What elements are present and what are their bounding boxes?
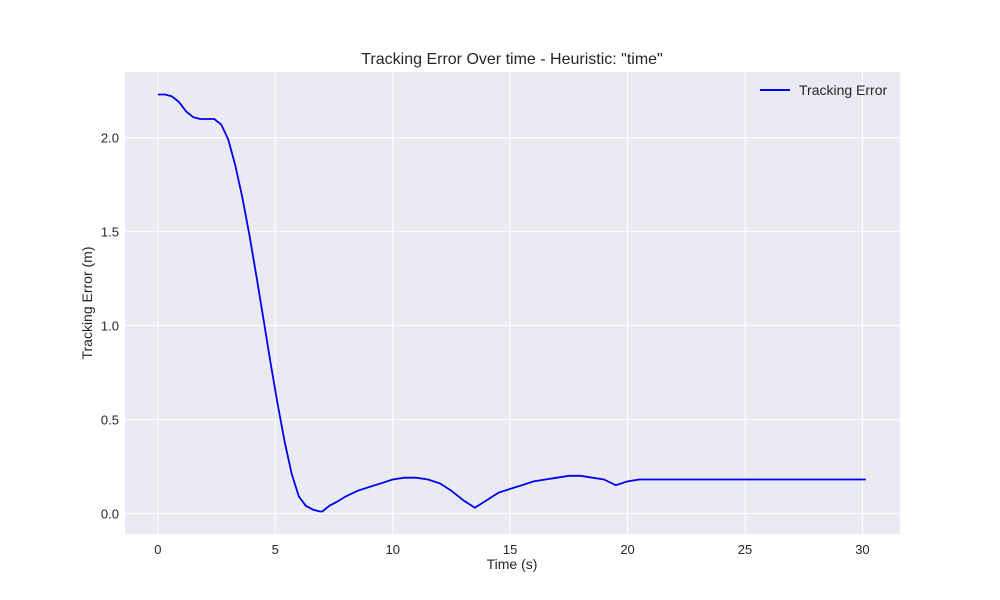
x-tick-label: 5 (272, 542, 279, 557)
x-tick-label: 20 (620, 542, 634, 557)
legend: Tracking Error (760, 82, 888, 98)
y-tick-label: 1.5 (101, 225, 119, 240)
y-tick-labels: 0.0 0.5 1.0 1.5 2.0 (101, 131, 119, 522)
x-tick-label: 30 (855, 542, 869, 557)
y-tick-label: 0.0 (101, 506, 119, 521)
series-line-tracking-error (157, 93, 866, 513)
x-tick-label: 15 (503, 542, 517, 557)
grid-lines (125, 72, 900, 534)
y-tick-label: 2.0 (101, 131, 119, 146)
plot-area (125, 72, 900, 534)
legend-label-tracking-error: Tracking Error (799, 82, 888, 98)
x-tick-label: 25 (738, 542, 752, 557)
y-tick-label: 0.5 (101, 412, 119, 427)
x-tick-labels: 0 5 10 15 20 25 30 (154, 542, 869, 557)
x-axis-label: Time (s) (487, 556, 538, 572)
series-lines (157, 93, 866, 513)
x-tick-label: 10 (385, 542, 399, 557)
chart-title: Tracking Error Over time - Heuristic: "t… (361, 51, 662, 68)
x-tick-label: 0 (154, 542, 161, 557)
y-tick-label: 1.0 (101, 319, 119, 334)
y-axis-label: Tracking Error (m) (79, 246, 95, 359)
